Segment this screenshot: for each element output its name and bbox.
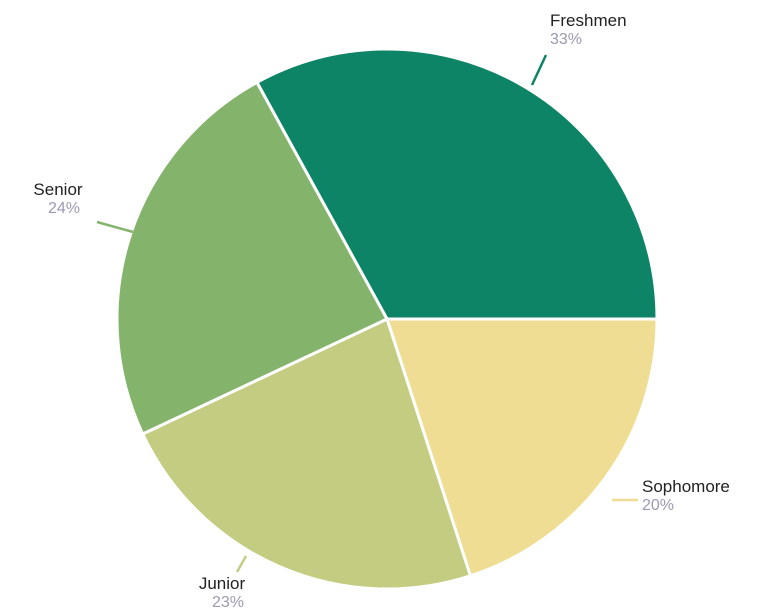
pie-slice-junior bbox=[141, 317, 472, 591]
slice-label-sophomore: Sophomore bbox=[642, 477, 730, 496]
leader-line-senior bbox=[96, 220, 134, 234]
pie-slices bbox=[115, 47, 659, 591]
pie-slice-freshmen bbox=[255, 47, 659, 321]
leader-line-freshmen bbox=[530, 54, 548, 86]
slice-label-senior: Senior bbox=[33, 180, 82, 199]
slice-percent-sophomore: 20% bbox=[642, 497, 674, 514]
pie-slice-senior bbox=[115, 80, 389, 436]
slice-label-freshmen: Freshmen bbox=[550, 11, 627, 30]
slice-percent-junior: 23% bbox=[212, 594, 244, 611]
slice-percent-freshmen: 33% bbox=[550, 31, 582, 48]
leader-line-junior bbox=[235, 555, 248, 573]
pie-slice-sophomore bbox=[385, 317, 659, 578]
leader-lines bbox=[96, 54, 638, 573]
slice-label-junior: Junior bbox=[199, 574, 246, 593]
slice-percent-senior: 24% bbox=[48, 200, 80, 217]
